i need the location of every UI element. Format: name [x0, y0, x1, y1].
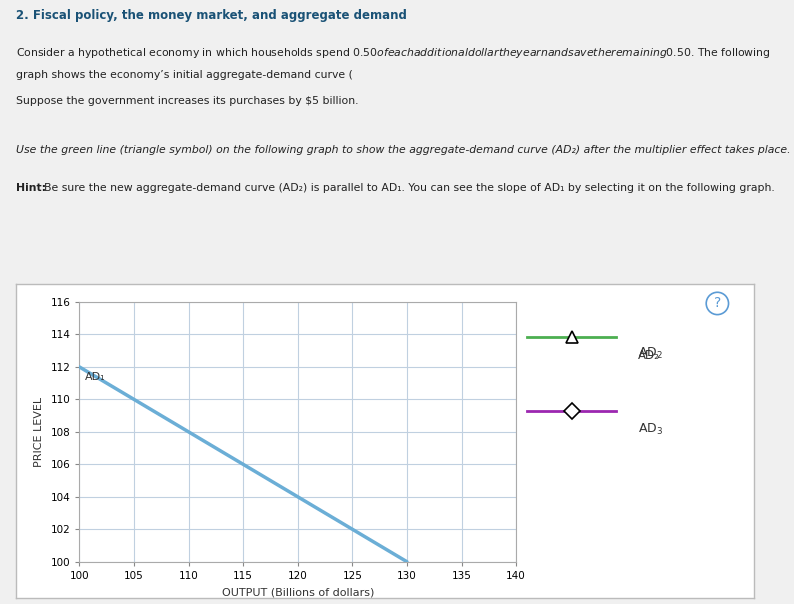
Y-axis label: PRICE LEVEL: PRICE LEVEL	[33, 397, 44, 467]
Text: Consider a hypothetical economy in which households spend $0.50 of each addition: Consider a hypothetical economy in which…	[16, 47, 771, 60]
Text: Hint:: Hint:	[16, 182, 50, 193]
Text: AD₁: AD₁	[85, 372, 106, 382]
Text: 2. Fiscal policy, the money market, and aggregate demand: 2. Fiscal policy, the money market, and …	[16, 8, 407, 22]
Text: $\mathregular{AD_2}$: $\mathregular{AD_2}$	[638, 345, 663, 361]
Text: AD₂: AD₂	[638, 349, 661, 362]
Text: Suppose the government increases its purchases by $5 billion.: Suppose the government increases its pur…	[16, 95, 358, 106]
Text: Use the green line (triangle symbol) on the following graph to show the aggregat: Use the green line (triangle symbol) on …	[16, 145, 791, 155]
Text: Be sure the new aggregate-demand curve (AD₂) is parallel to AD₁. You can see the: Be sure the new aggregate-demand curve (…	[44, 182, 774, 193]
Text: $\mathregular{AD_3}$: $\mathregular{AD_3}$	[638, 422, 664, 437]
X-axis label: OUTPUT (Billions of dollars): OUTPUT (Billions of dollars)	[222, 588, 374, 598]
Text: ?: ?	[714, 297, 721, 310]
Text: graph shows the economy’s initial aggregate-demand curve (: graph shows the economy’s initial aggreg…	[16, 69, 353, 80]
